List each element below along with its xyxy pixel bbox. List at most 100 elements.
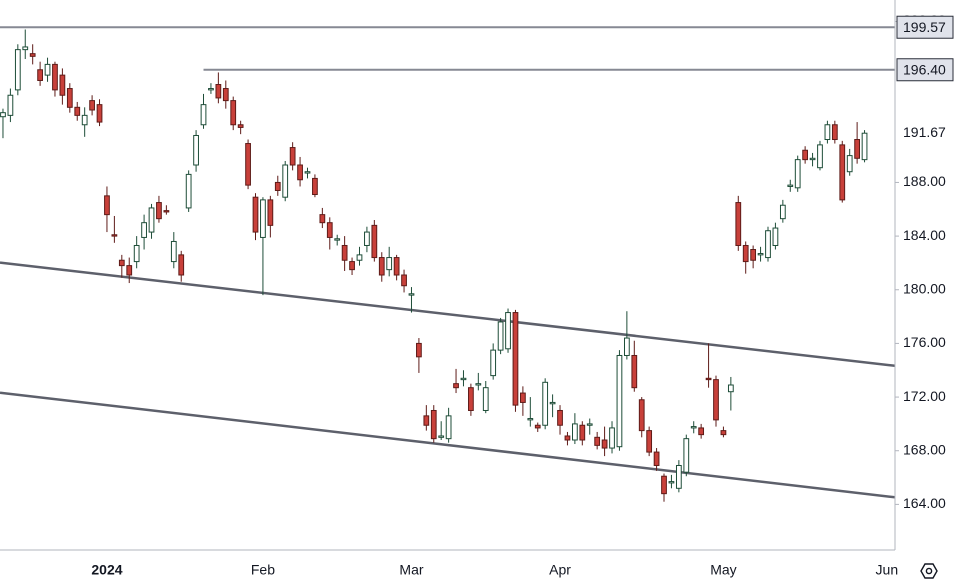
level-tag-label: 199.57 xyxy=(903,19,946,35)
candle-body xyxy=(378,257,385,276)
candle xyxy=(646,426,653,457)
candle xyxy=(713,375,719,427)
candle-body xyxy=(490,349,497,377)
trendline xyxy=(0,261,895,368)
candle-body xyxy=(104,195,110,216)
candle xyxy=(638,397,645,438)
candle-body xyxy=(297,164,303,181)
candle-body xyxy=(215,84,222,99)
candle-body xyxy=(586,423,593,426)
candle-body xyxy=(572,423,578,441)
candle xyxy=(512,309,519,412)
candle-body xyxy=(356,254,363,261)
plot-area xyxy=(0,26,895,502)
candle xyxy=(824,120,831,144)
candle xyxy=(453,368,459,394)
candle xyxy=(594,431,601,450)
candle xyxy=(260,197,266,296)
candle-body xyxy=(274,181,281,191)
candle xyxy=(81,107,88,137)
candle xyxy=(7,88,14,123)
candle xyxy=(59,68,66,105)
x-tick-label: Jun xyxy=(876,562,899,578)
x-tick-label: Feb xyxy=(251,562,275,578)
candle xyxy=(787,179,794,192)
candle-body xyxy=(534,424,541,429)
candle-body xyxy=(668,481,675,484)
candle-body xyxy=(252,196,259,233)
candle xyxy=(96,99,103,127)
candle-body xyxy=(81,114,88,126)
candle-body xyxy=(779,204,786,220)
candle-body xyxy=(282,164,289,198)
candle xyxy=(683,434,690,477)
last-price-bg xyxy=(897,123,953,144)
candle-body xyxy=(542,381,549,426)
candle-body xyxy=(505,312,511,350)
candle xyxy=(326,217,333,250)
candle-body xyxy=(854,139,860,159)
candle xyxy=(104,186,110,233)
candle-body xyxy=(549,401,556,405)
candle-body xyxy=(557,409,563,426)
candle xyxy=(378,252,385,282)
y-tick-label: 176.00 xyxy=(903,334,946,350)
candle-body xyxy=(89,100,95,111)
candle-body xyxy=(408,293,415,296)
candle-body xyxy=(59,74,66,96)
y-tick-label: 168.00 xyxy=(903,441,946,457)
candle-body xyxy=(579,424,586,441)
candle xyxy=(557,405,563,435)
candle-body xyxy=(750,249,757,261)
candle-body xyxy=(230,100,237,126)
candle-body xyxy=(245,143,251,186)
candle-body xyxy=(675,464,682,489)
candle-body xyxy=(304,171,311,174)
candle-body xyxy=(809,157,816,161)
candle xyxy=(727,376,734,411)
candle xyxy=(460,370,467,387)
candle xyxy=(809,152,816,167)
candle xyxy=(586,418,593,435)
candle xyxy=(37,61,43,86)
candle xyxy=(193,130,199,172)
candle xyxy=(668,474,675,489)
candle-body xyxy=(260,199,266,238)
candle xyxy=(735,195,742,251)
candle-body xyxy=(757,253,764,256)
candle-body xyxy=(423,415,430,426)
candle xyxy=(846,148,853,176)
candle xyxy=(505,308,511,353)
candle xyxy=(802,146,809,164)
y-tick-label: 188.00 xyxy=(903,173,946,189)
candle xyxy=(482,380,489,414)
candle-body xyxy=(66,88,73,108)
candle xyxy=(423,405,430,431)
candle-body xyxy=(460,377,467,381)
candle xyxy=(497,317,504,355)
candle-body xyxy=(772,227,779,246)
x-tick-label: May xyxy=(710,562,736,578)
candle xyxy=(549,394,556,418)
candle xyxy=(675,460,682,493)
candle xyxy=(208,83,214,94)
candle xyxy=(222,80,229,109)
candle-body xyxy=(52,63,58,91)
candle xyxy=(468,383,474,416)
candle xyxy=(252,193,259,241)
candle-body xyxy=(416,342,422,358)
candle xyxy=(601,426,608,457)
candle xyxy=(616,350,623,451)
candle-body xyxy=(601,439,608,449)
candle-body xyxy=(742,244,749,263)
candle-body xyxy=(638,399,645,432)
candle xyxy=(527,397,534,427)
candle xyxy=(371,220,378,262)
candle-body xyxy=(334,238,341,241)
candle-body xyxy=(653,451,660,466)
candle-body xyxy=(520,392,526,403)
x-tick-label: Apr xyxy=(549,562,571,578)
candle xyxy=(282,160,289,202)
candle xyxy=(14,44,21,96)
settings-icon[interactable] xyxy=(920,563,938,579)
